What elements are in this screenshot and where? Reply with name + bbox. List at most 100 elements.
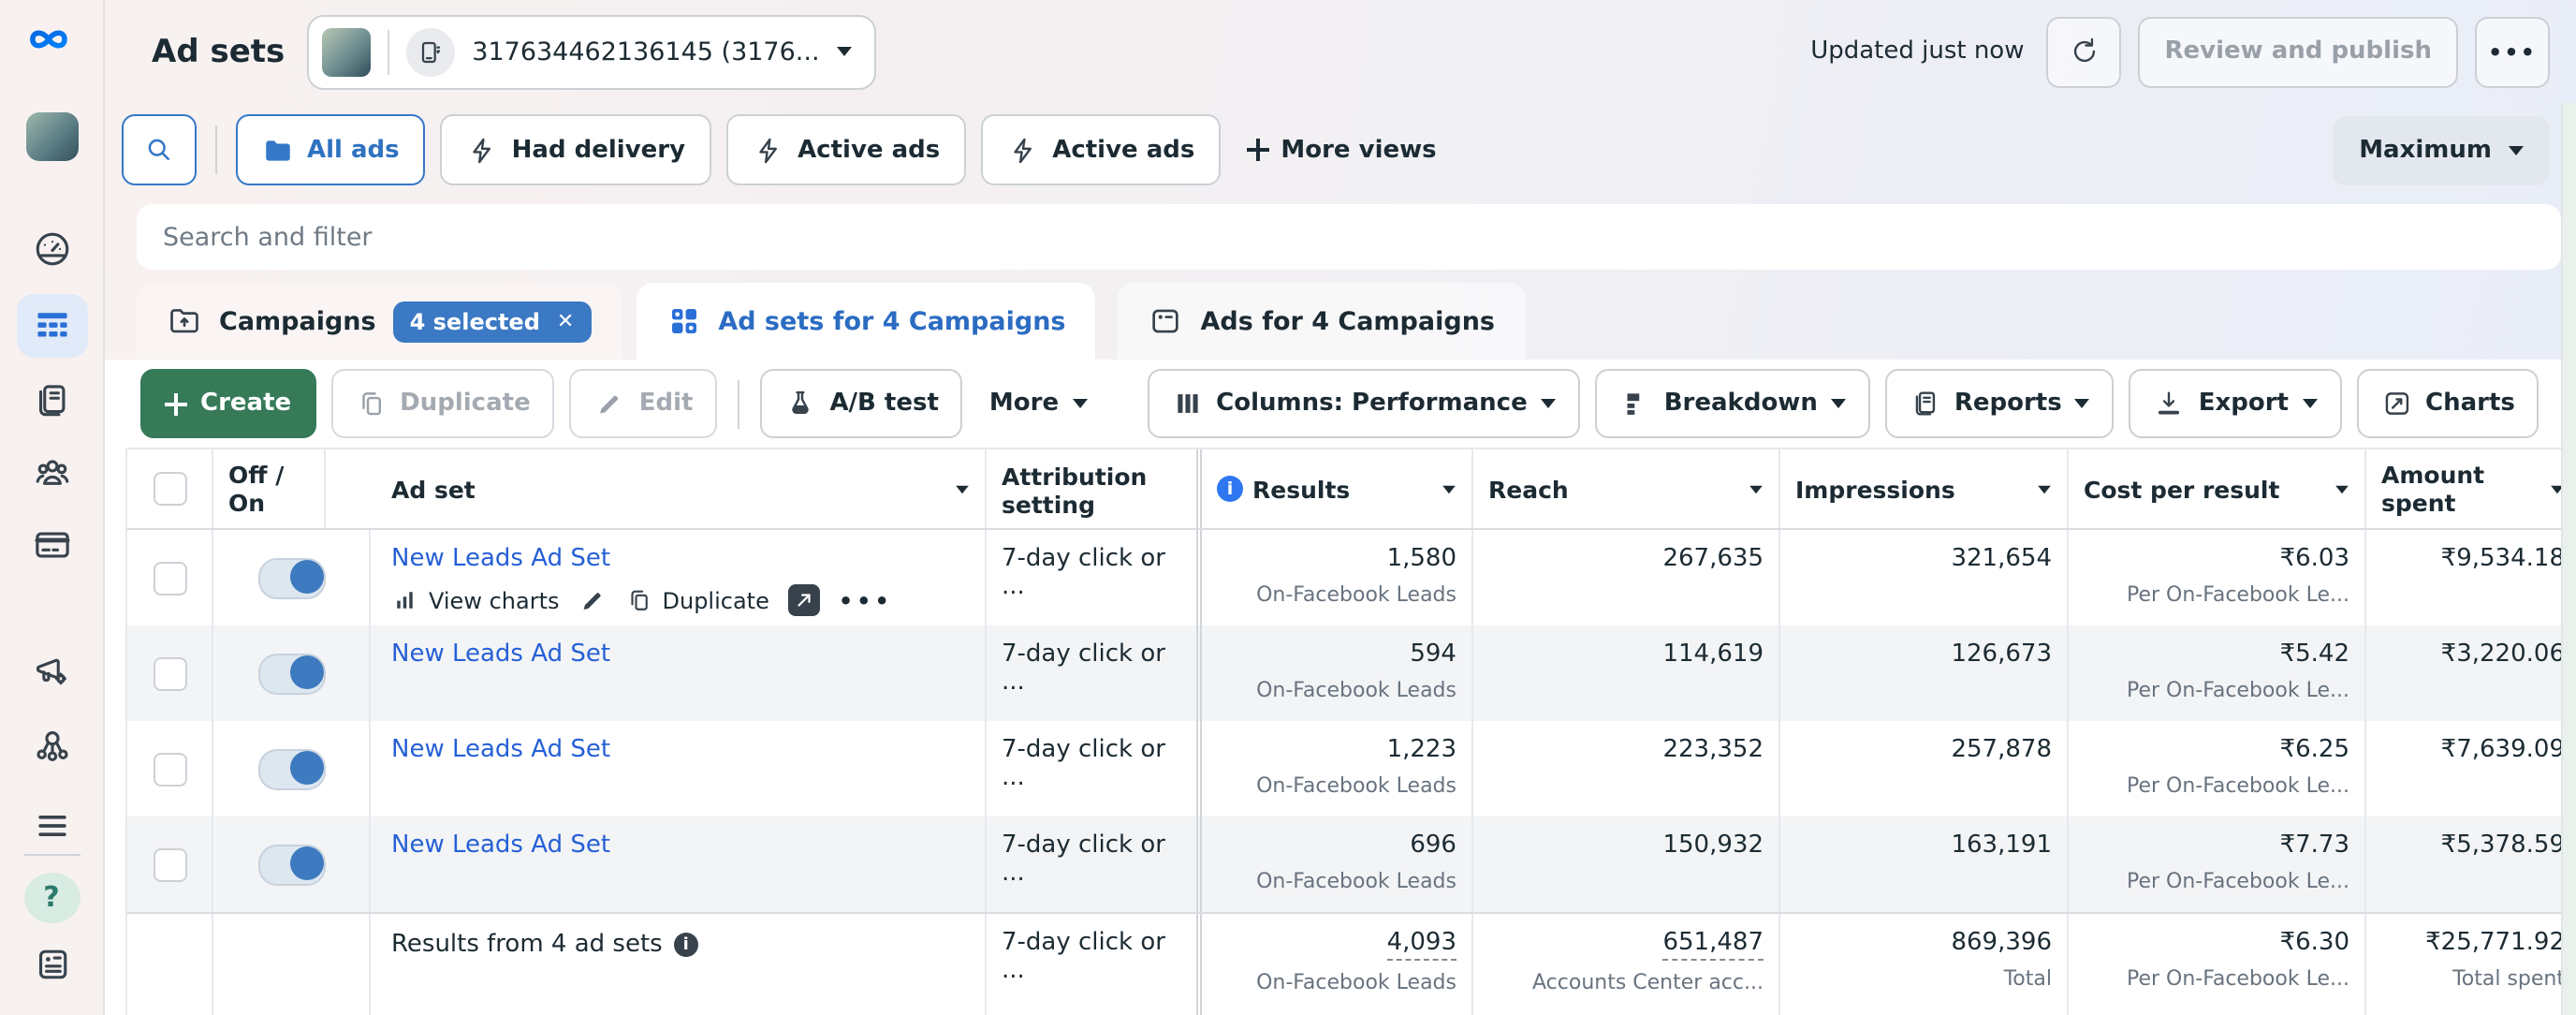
header-attribution[interactable]: Attribution setting [1002,463,1148,519]
pages-reports-icon[interactable] [16,373,87,430]
adset-toggle-on[interactable] [257,653,325,694]
level-tabs: Campaigns 4 selected ✕ Ad sets for 4 Cam… [137,283,2576,360]
all-tools-menu-icon[interactable] [16,797,87,854]
audiences-people-icon[interactable] [16,445,87,502]
view-active-ads-2[interactable]: Active ads [981,114,1222,185]
chevron-down-icon [836,47,852,56]
amount-spent-cell: ₹7,639.09 [2440,736,2565,764]
reports-dropdown[interactable]: Reports [1884,369,2115,438]
adset-name-link[interactable]: New Leads Ad Set [391,831,611,860]
search-toggle-button[interactable] [122,114,197,185]
page-title: Ad sets [152,33,285,70]
empty-cell [213,914,371,1015]
header-ad-set[interactable]: Ad set [371,449,987,528]
search-row [137,204,2561,270]
open-chart-action-icon[interactable] [787,584,820,616]
adset-name-link[interactable]: New Leads Ad Set [391,736,611,764]
ad-account-selector[interactable]: 317634462136145 (3176... [307,14,876,89]
whats-new-feed-icon[interactable] [16,935,87,993]
tab-ad-sets[interactable]: Ad sets for 4 Campaigns [636,283,1096,360]
adset-toggle-on[interactable] [257,748,325,789]
amount-spent-cell: ₹5,378.59 [2440,831,2565,860]
content-panel: Create Duplicate Edit A/B test [105,360,2576,1015]
search-input[interactable] [137,204,2561,270]
select-all-checkbox[interactable] [153,472,186,506]
row-checkbox[interactable] [153,561,186,595]
charts-button[interactable]: Charts [2356,369,2539,438]
tab-ads[interactable]: Ads for 4 Campaigns [1118,283,1525,360]
create-button[interactable]: Create [140,369,316,438]
help-button[interactable]: ? [23,872,80,923]
table-header-row: Off / On Ad set Attribution setting i Re… [127,448,2576,530]
meta-logo-icon[interactable] [16,11,87,68]
overview-gauge-icon[interactable] [16,220,87,277]
header-impressions[interactable]: Impressions [1780,449,2069,528]
row-hover-actions: View charts Duplicate [391,584,893,616]
row-checkbox-cell [127,721,213,816]
adset-name-link[interactable]: New Leads Ad Set [391,640,611,669]
ab-test-button[interactable]: A/B test [760,369,963,438]
row-checkbox[interactable] [153,847,186,881]
refresh-button[interactable] [2046,16,2122,87]
row-checkbox-cell [127,816,213,912]
ad-account-thumbnail [322,27,372,76]
header-cost-per-result[interactable]: Cost per result [2069,449,2366,528]
totals-impressions-cell: 869,396 Total [1780,914,2069,1015]
billing-card-icon[interactable] [16,517,87,574]
clear-selection-icon[interactable]: ✕ [556,309,575,333]
row-toggle-cell [213,530,371,625]
totals-label-cell: Results from 4 ad sets i [371,914,987,1015]
header-amount-spent[interactable]: Amount spent [2366,449,2576,528]
view-active-ads-1[interactable]: Active ads [726,114,967,185]
sort-caret-icon [2335,484,2349,493]
totals-results-cell: 4,093 On-Facebook Leads [1196,914,1473,1015]
row-more-actions[interactable]: ••• [838,587,893,613]
chevron-down-icon [1072,399,1088,408]
info-icon[interactable]: i [1217,476,1243,502]
view-had-delivery[interactable]: Had delivery [440,114,712,185]
adset-toggle-on[interactable] [257,557,325,598]
ads-settings-megaphone-icon[interactable] [16,641,87,699]
campaigns-nav-icon-selected[interactable] [16,293,87,359]
reach-cell: 150,932 [1473,816,1780,912]
review-and-publish-button[interactable]: Review and publish [2138,16,2458,87]
table-row: New Leads Ad Set 7-day click or ... 594 … [127,625,2576,721]
impressions-cell: 257,878 [1780,721,2069,816]
more-options-button[interactable]: ••• [2475,16,2550,87]
duplicate-action[interactable]: Duplicate [625,586,769,614]
row-checkbox[interactable] [153,752,186,786]
sort-caret-icon [1442,484,1456,493]
duplicate-button[interactable]: Duplicate [330,369,555,438]
info-icon[interactable]: i [673,933,698,957]
columns-dropdown[interactable]: Columns: Performance [1147,369,1580,438]
account-avatar[interactable] [25,112,78,161]
header-reach[interactable]: Reach [1473,449,1780,528]
view-all-ads[interactable]: All ads [236,114,426,185]
adset-name-link[interactable]: New Leads Ad Set [391,545,611,573]
header-off-on[interactable]: Off / On [213,449,326,528]
row-checkbox[interactable] [153,656,186,690]
edit-button[interactable]: Edit [569,369,718,438]
header-results[interactable]: i Results [1196,449,1473,528]
more-views-button[interactable]: More views [1247,136,1437,164]
results-cell: 594 On-Facebook Leads [1196,625,1473,721]
view-label: Active ads [1052,136,1195,164]
select-all-checkbox-cell [127,449,213,528]
impressions-cell: 321,654 [1780,530,2069,625]
edit-action-icon[interactable] [578,586,607,614]
more-button[interactable]: More [978,390,1098,418]
table-row: New Leads Ad Set 7-day click or ... 696 … [127,816,2576,912]
cost-per-result-cell: ₹6.25 Per On-Facebook Le... [2069,721,2366,816]
breakdown-dropdown[interactable]: Breakdown [1594,369,1870,438]
adset-toggle-on[interactable] [257,844,325,885]
table-totals-row: Results from 4 ad sets i 7-day click or … [127,912,2576,1015]
opportunity-score-dropdown[interactable]: Maximum [2333,115,2550,184]
vertical-scrollbar[interactable] [2561,103,2576,1015]
export-dropdown[interactable]: Export [2129,369,2341,438]
view-charts-action[interactable]: View charts [391,586,560,614]
assets-hierarchy-icon[interactable] [16,717,87,774]
plus-icon [1247,139,1270,161]
impressions-cell: 163,191 [1780,816,2069,912]
tab-campaigns[interactable]: Campaigns 4 selected ✕ [137,283,622,360]
